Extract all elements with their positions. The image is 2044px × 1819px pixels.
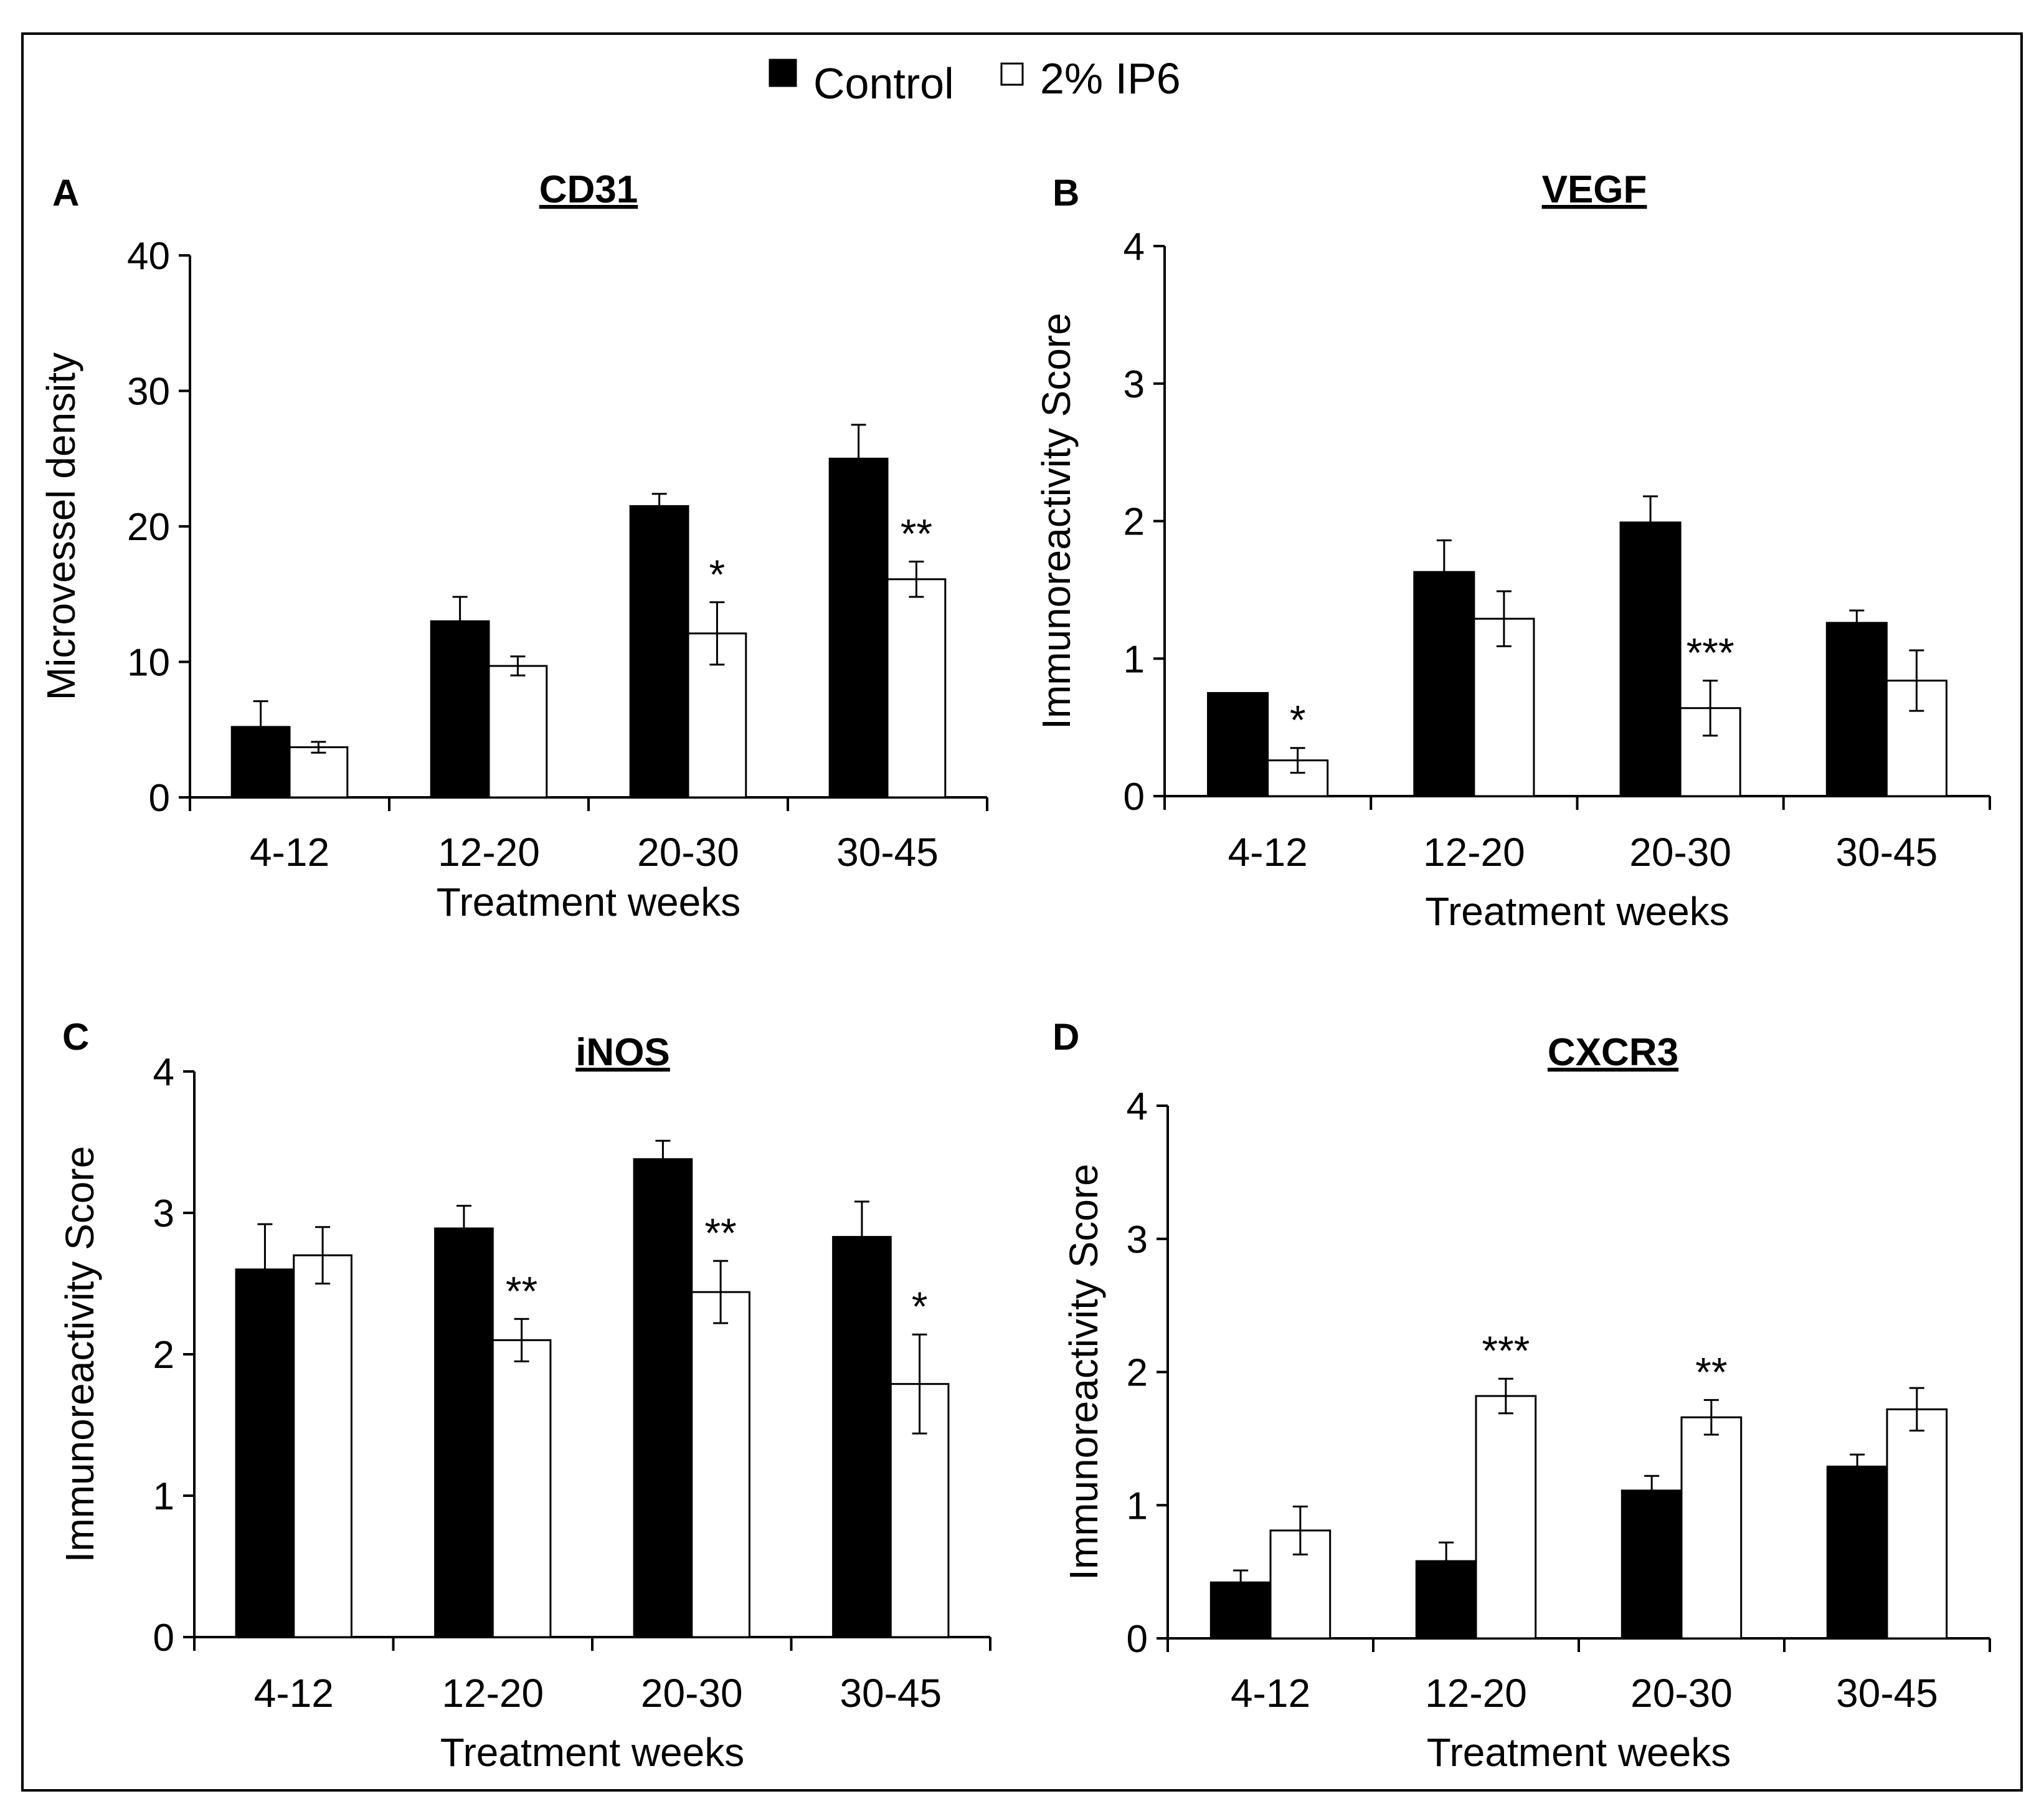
bar-control: [828, 457, 889, 799]
panel-letter: B: [1053, 172, 1079, 214]
y-axis-title: Immunoreactivity Score: [57, 1146, 102, 1563]
y-tick-label: 0: [153, 1617, 174, 1660]
y-tick-label: 1: [1124, 638, 1145, 681]
y-tick-label: 30: [127, 371, 170, 414]
y-axis-title: Immunoreactivity Score: [1034, 313, 1079, 729]
panel-title: iNOS: [575, 1031, 670, 1074]
y-tick-label: 4: [153, 1051, 174, 1094]
x-tick-label: 20-30: [1629, 830, 1731, 875]
legend: Control 2% IP6: [769, 54, 1181, 108]
panel-letter: D: [1053, 1016, 1079, 1058]
x-tick-label: 20-30: [637, 830, 739, 875]
x-tick-label: 12-20: [1425, 1671, 1527, 1716]
y-tick-label: 2: [1127, 1352, 1148, 1395]
significance-label: **: [506, 1268, 537, 1314]
x-tick-label: 12-20: [442, 1671, 544, 1716]
y-axis-title: Immunoreactivity Score: [1061, 1164, 1106, 1580]
significance-label: **: [1695, 1349, 1727, 1395]
bar-ip6: [1886, 1408, 1948, 1640]
bar-control: [832, 1236, 892, 1638]
panel-title: CD31: [539, 168, 638, 211]
bar-control: [235, 1268, 295, 1638]
x-tick-label: 30-45: [1836, 1671, 1938, 1716]
bar-ip6: [1473, 617, 1535, 797]
bar-control: [430, 620, 490, 799]
x-tick-label: 30-45: [1836, 830, 1938, 875]
y-tick-label: 2: [153, 1334, 174, 1377]
significance-label: *: [1290, 697, 1306, 743]
bar-ip6: [288, 746, 349, 799]
y-tick-label: 3: [153, 1192, 174, 1235]
bar-ip6: [293, 1254, 352, 1638]
panel-title: CXCR3: [1548, 1031, 1678, 1074]
panel-letter: A: [52, 172, 79, 214]
legend-label-ip6: 2% IP6: [1040, 54, 1181, 103]
panel-title: VEGF: [1542, 168, 1647, 211]
bar-ip6: [491, 1339, 552, 1638]
bar-control: [1207, 691, 1269, 797]
bar-ip6: [1680, 1416, 1743, 1640]
x-tick-label: 4-12: [250, 830, 329, 875]
y-tick-label: 4: [1124, 226, 1145, 268]
panel-d: D CXCR3 0 1 2 3 4 Immunoreactivity Score 4-12 12-…: [1053, 1016, 1991, 1775]
y-tick-label: 4: [1127, 1085, 1148, 1128]
x-tick-label: 20-30: [1630, 1671, 1733, 1716]
x-tick-label: 12-20: [1423, 830, 1525, 875]
bar-ip6: [886, 578, 947, 799]
y-tick-label: 0: [1127, 1618, 1148, 1661]
x-axis-title: Treatment weeks: [437, 880, 740, 924]
significance-label: ***: [1687, 630, 1734, 676]
y-axis-title: Microvessel density: [39, 353, 83, 700]
bar-control: [1826, 1465, 1888, 1640]
significance-label: **: [901, 511, 932, 557]
bar-control: [1619, 521, 1682, 797]
y-tick-label: 0: [149, 777, 170, 820]
x-tick-label: 30-45: [840, 1671, 942, 1716]
y-tick-label: 20: [127, 506, 170, 549]
y-tick-label: 0: [1124, 776, 1145, 819]
y-tick-label: 3: [1124, 363, 1145, 406]
x-tick-label: 4-12: [1231, 1671, 1310, 1716]
bar-control: [1825, 622, 1888, 797]
legend-label-control: Control: [813, 59, 954, 108]
y-tick-label: 1: [1127, 1484, 1148, 1527]
x-tick-label: 4-12: [1228, 830, 1308, 875]
panel-letter: C: [62, 1016, 89, 1058]
bar-ip6: [488, 665, 548, 799]
bar-control: [1621, 1489, 1683, 1640]
significance-label: *: [709, 551, 726, 597]
x-tick-label: 12-20: [438, 830, 540, 875]
panel-b: B VEGF 0 1 2 3 4 Immunoreactivity Score 4-12 12-2…: [1034, 168, 1991, 934]
bar-control: [1413, 571, 1475, 797]
significance-label: ***: [1482, 1327, 1530, 1374]
legend-swatch-ip6: [1000, 62, 1024, 86]
y-tick-label: 40: [127, 235, 170, 278]
y-tick-label: 10: [127, 642, 170, 685]
bar-control: [434, 1227, 494, 1638]
bar-ip6: [889, 1383, 950, 1638]
significance-label: **: [704, 1210, 736, 1256]
x-tick-label: 20-30: [641, 1671, 743, 1716]
legend-swatch-control: [769, 59, 797, 87]
y-tick-label: 1: [153, 1475, 174, 1518]
x-axis-title: Treatment weeks: [1427, 1730, 1731, 1775]
panel-a: A CD31 0 10 20 30 40 Microvessel density 4-12 12-…: [39, 168, 988, 924]
bar-control: [629, 505, 689, 799]
x-axis-title: Treatment weeks: [1425, 889, 1729, 934]
bar-ip6: [691, 1291, 750, 1638]
bar-control: [633, 1158, 693, 1638]
x-axis-title: Treatment weeks: [440, 1730, 744, 1775]
y-tick-label: 3: [1127, 1218, 1148, 1261]
x-tick-label: 4-12: [254, 1671, 334, 1716]
x-tick-label: 30-45: [836, 830, 939, 875]
bar-ip6: [1475, 1395, 1537, 1640]
y-tick-label: 2: [1124, 501, 1145, 544]
significance-label: *: [912, 1283, 928, 1329]
